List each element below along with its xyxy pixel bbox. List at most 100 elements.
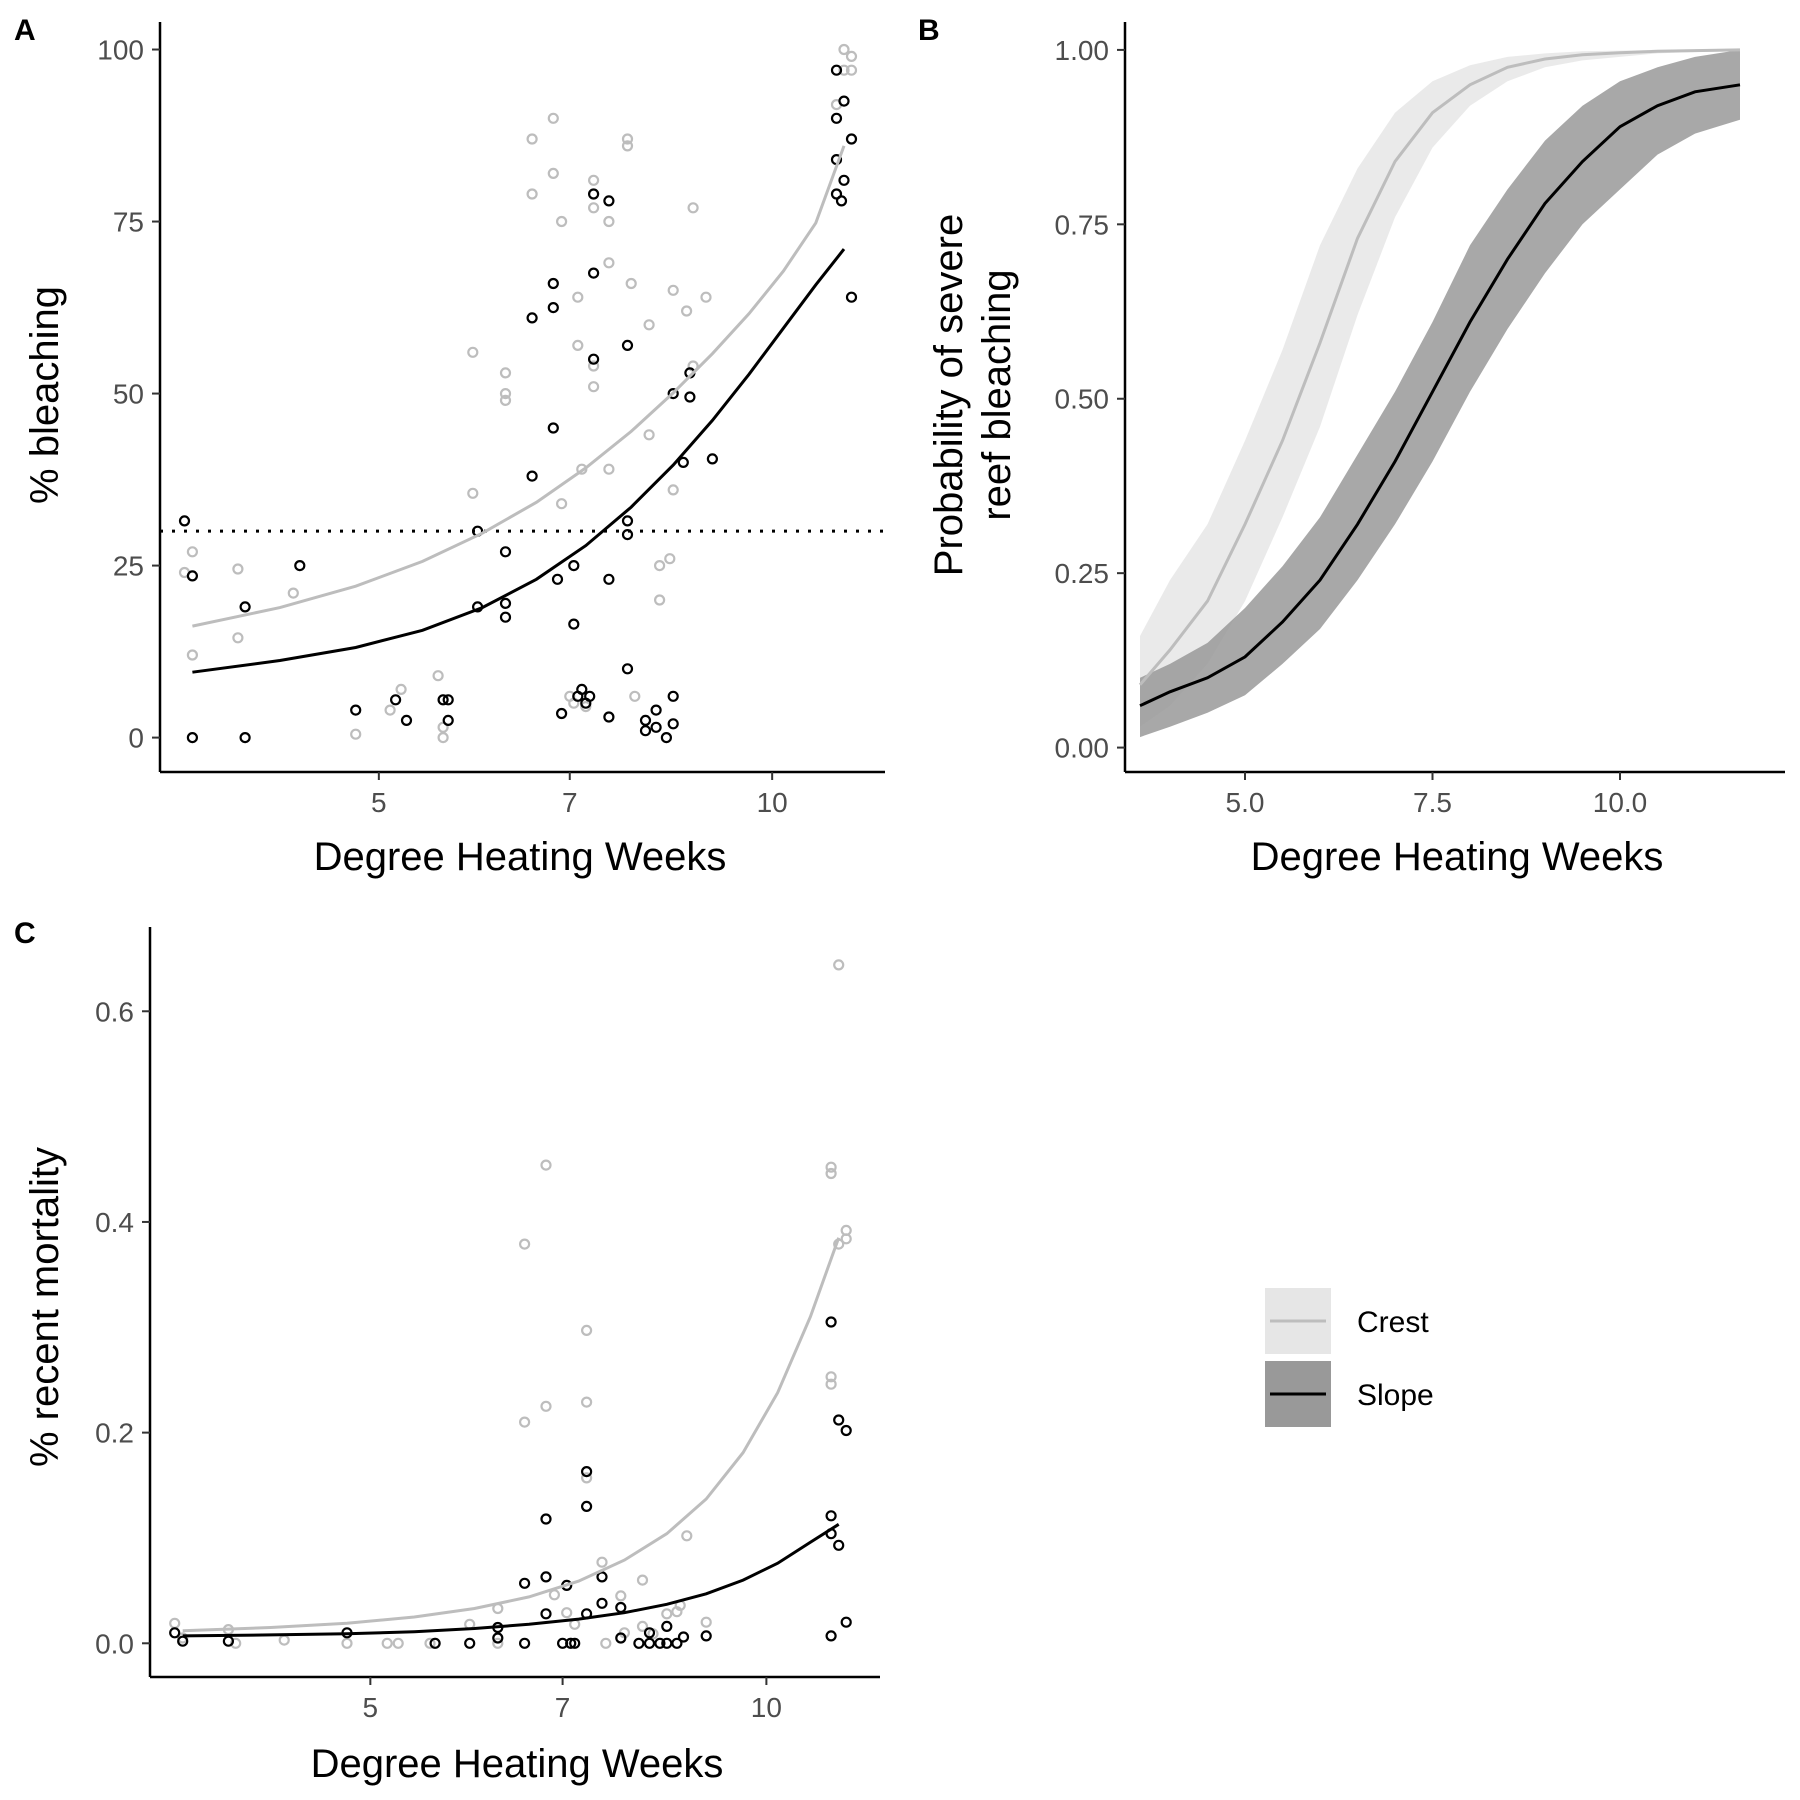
panel-c-x-tick-label: 10: [751, 1692, 782, 1723]
panel-c-point-slope: [518, 1637, 531, 1649]
panel-a-point-crest: [437, 731, 449, 744]
panel-a-point-crest: [547, 112, 559, 124]
panel-a-point-crest: [667, 284, 679, 296]
panel-a-y-axis-title: % bleaching: [23, 286, 67, 504]
panel-a-point-crest: [687, 202, 699, 214]
panel-c-point-crest: [833, 959, 845, 971]
panel-c-x-tick-label: 5: [363, 1692, 379, 1723]
panel-c-point-crest: [341, 1637, 353, 1649]
panel-c-point-slope: [492, 1632, 504, 1644]
panel-c-y-tick-label: 0.6: [95, 996, 134, 1027]
panel-a-x-tick-label: 5: [371, 787, 387, 818]
panel-b-curve-slope: [1139, 83, 1741, 708]
panel-b-x-tick-label: 7.5: [1413, 787, 1452, 818]
panel-a-point-crest: [680, 305, 693, 317]
panel-c-point-crest: [700, 1616, 712, 1628]
panel-a-point-slope: [684, 391, 696, 403]
panel-c-point-slope: [840, 1424, 852, 1437]
panel-a-point-slope: [186, 570, 198, 582]
panel-c-fit-slope: [182, 1523, 840, 1638]
panel-a-point-crest: [587, 381, 600, 393]
panel-c-point-slope: [825, 1630, 837, 1642]
panel-c-point-crest: [580, 1396, 593, 1408]
panel-b-y-tick-label: 0.75: [1055, 209, 1110, 240]
panel-a-point-crest: [555, 498, 568, 510]
panel-c-point-slope: [643, 1627, 656, 1639]
panel-a-point-crest: [603, 215, 615, 228]
panel-a-point-slope: [838, 174, 850, 186]
panel-b-y-tick-label: 0.50: [1055, 384, 1110, 415]
panel-a-point-crest: [499, 394, 512, 406]
panel-c-x-tick-label: 7: [555, 1692, 571, 1723]
panel-a-point-slope: [603, 711, 615, 723]
panel-a-point-crest: [629, 690, 641, 702]
panel-a-point-slope: [845, 291, 858, 303]
panel-c-point-crest: [424, 1637, 436, 1649]
panel-a-point-crest: [432, 670, 444, 682]
panel-c-point-slope: [840, 1616, 852, 1628]
panel-a-point-crest: [572, 291, 584, 303]
panel-a-point-slope: [706, 453, 719, 465]
panel-c-point-crest: [615, 1590, 627, 1602]
panel-c-point-slope: [825, 1510, 837, 1522]
panel-c-point-slope: [540, 1513, 552, 1525]
panel-c-point-crest: [825, 1378, 837, 1390]
panel-a-point-crest: [700, 291, 712, 303]
panel-a-point-slope: [584, 690, 596, 702]
panel-c-point-crest: [540, 1400, 552, 1412]
panel-a-point-slope: [350, 704, 362, 716]
panel-c-point-slope: [177, 1635, 189, 1647]
panel-c-point-crest: [392, 1637, 404, 1649]
panel-c-point-crest: [840, 1233, 852, 1245]
panel-a-point-slope: [547, 422, 559, 434]
panel-a-point-slope: [499, 546, 512, 558]
panel-a-point-crest: [587, 174, 600, 186]
panel-a-point-slope: [294, 559, 306, 572]
panel-a-y-tick-label: 50: [113, 379, 144, 410]
panel-c-y-axis-title: % recent mortality: [23, 1147, 67, 1467]
panel-a-y-tick-label: 100: [97, 35, 144, 66]
panel-c-point-slope: [643, 1637, 656, 1649]
panel-a-point-crest: [603, 463, 615, 475]
panel-a-point-crest: [587, 202, 600, 214]
panel-a-point-slope: [555, 707, 568, 720]
panel-a-point-slope: [442, 694, 454, 706]
panel-c-point-slope: [833, 1539, 845, 1551]
panel-a-point-crest: [625, 277, 637, 290]
panel-c-point-slope: [565, 1637, 577, 1649]
panel-a-point-slope: [178, 515, 191, 527]
panel-a-x-tick-label: 7: [562, 787, 578, 818]
panel-c-point-crest: [580, 1324, 593, 1337]
panel-c-point-crest: [681, 1530, 693, 1542]
panel-a-point-crest: [603, 257, 615, 269]
panel-a-point-crest: [499, 367, 512, 379]
panel-a-point-slope: [830, 112, 843, 124]
panel-a-point-slope: [838, 95, 850, 107]
panel-b-y-tick-label: 0.00: [1055, 733, 1110, 764]
panel-c-point-crest: [381, 1637, 393, 1649]
panel-a-point-slope: [186, 731, 198, 744]
panel-c-point-crest: [492, 1637, 504, 1649]
panel-a-point-slope: [239, 731, 251, 744]
panel-a-point-crest: [232, 632, 244, 644]
panel-a-point-slope: [835, 195, 848, 207]
panel-a-point-slope: [587, 267, 600, 279]
panel-a-point-slope: [845, 133, 858, 145]
panel-c: 0.0 0.2 0.4 0.6 5 7 10: [95, 927, 880, 1723]
panel-a-point-slope: [660, 731, 673, 744]
panel-a-point-crest: [384, 704, 396, 716]
panel-a-point-slope: [667, 690, 679, 702]
panel-a-point-crest: [395, 683, 407, 696]
panel-a-point-slope: [677, 456, 689, 468]
panel-c-x-axis-title: Degree Heating Weeks: [311, 1742, 724, 1786]
panel-c-point-slope: [671, 1637, 683, 1649]
panel-a-point-slope: [568, 618, 580, 630]
panel-c-point-crest: [825, 1167, 837, 1180]
panel-a-x-axis-title: Degree Heating Weeks: [314, 835, 727, 879]
panel-a-point-crest: [838, 43, 850, 56]
panel-c-point-slope: [654, 1637, 666, 1649]
panel-c-tag: C: [14, 917, 36, 950]
panel-a-point-slope: [239, 601, 251, 613]
panel-c-point-crest: [661, 1608, 673, 1620]
